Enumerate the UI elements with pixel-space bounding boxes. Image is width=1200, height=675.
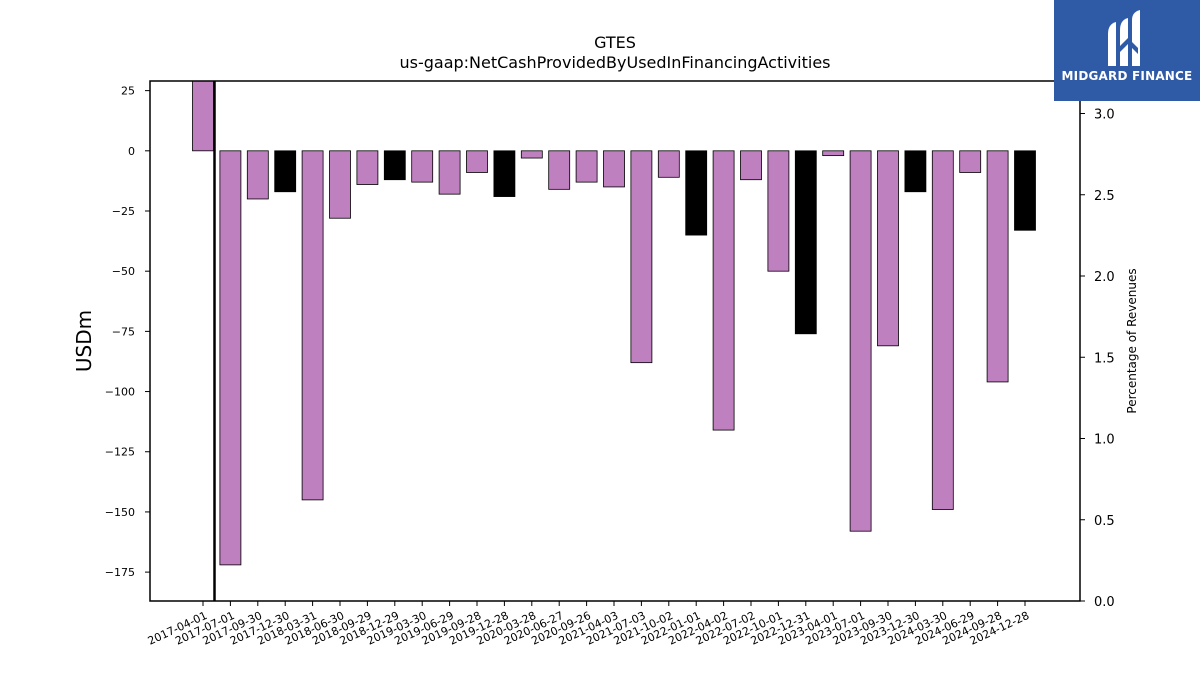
y-tick-label: −50 [112, 265, 135, 278]
y2-tick-label: 2.0 [1094, 270, 1115, 285]
bar-2022-07-02 [740, 150, 762, 181]
bar-2018-03-31 [301, 150, 324, 501]
bar-2022-01-01 [685, 150, 708, 236]
bar-2024-12-28 [1014, 150, 1036, 231]
bar-2019-06-29 [438, 150, 461, 195]
midgard-m-logo-icon [1108, 10, 1140, 66]
bar-2024-03-30 [931, 150, 954, 510]
bar-2022-04-02 [712, 150, 735, 431]
bar-2023-07-01 [849, 150, 872, 532]
y2-axis: 3.0 2.5 2.0 1.5 1.0 0.5 0.0 [1080, 108, 1115, 610]
bar-2024-09-28 [986, 150, 1009, 383]
y2-axis-label: Percentage of Revenues [1125, 268, 1139, 413]
y2-tick-label: 0.0 [1094, 595, 1115, 610]
y2-tick-label: 1.5 [1094, 351, 1115, 366]
bar-2021-07-03 [630, 150, 653, 364]
plot-frame [149, 80, 1081, 602]
bar-2018-12-29 [383, 150, 406, 181]
bar-2017-09-30 [246, 150, 269, 200]
bar-2023-04-01 [822, 150, 845, 157]
bar-2021-10-02 [657, 150, 680, 178]
y-tick-label: −125 [105, 446, 135, 459]
bar-2018-09-29 [356, 150, 379, 185]
y-axis: 25 0 −25 −50 −75 −100 −125 −150 −175 [105, 85, 150, 579]
bar-2017-07-01 [219, 150, 242, 566]
bar-2019-09-28 [466, 150, 488, 173]
y2-tick-label: 1.0 [1094, 433, 1115, 448]
chart-subtitle: us-gaap:NetCashProvidedByUsedInFinancing… [399, 53, 830, 72]
brand-logo: MIDGARD FINANCE [1054, 0, 1200, 101]
bar-2023-12-30 [904, 150, 927, 193]
bar-2019-12-28 [493, 150, 516, 197]
y2-tick-label: 2.5 [1094, 189, 1115, 204]
y-tick-label: 25 [121, 85, 135, 98]
bar-2019-03-30 [411, 150, 434, 183]
y-tick-label: −75 [112, 325, 135, 338]
bar-2022-10-01 [767, 150, 790, 272]
y-tick-label: −100 [105, 386, 135, 399]
x-axis: 2017-04-012017-07-012017-09-302017-12-30… [146, 601, 1031, 648]
y-tick-label: 0 [128, 145, 135, 158]
y-axis-label: USDm [72, 310, 96, 372]
bars-group [192, 80, 1036, 601]
chart-title: GTES [594, 33, 636, 52]
bar-2018-06-30 [329, 150, 351, 219]
bar-2021-04-03 [603, 150, 625, 188]
bar-2017-04-01 [192, 80, 214, 152]
bar-2020-03-28 [520, 150, 543, 159]
bar-2024-06-29 [959, 150, 982, 173]
y-tick-label: −150 [105, 506, 135, 519]
y-tick-label: −175 [105, 566, 135, 579]
bar-2020-06-27 [548, 150, 571, 190]
brand-name: MIDGARD FINANCE [1061, 69, 1193, 83]
y2-tick-label: 0.5 [1094, 514, 1115, 529]
bar-2017-12-30 [274, 150, 297, 193]
bar-2020-09-26 [575, 150, 598, 183]
y2-tick-label: 3.0 [1094, 108, 1115, 123]
bar-2023-09-30 [877, 150, 899, 347]
y-tick-label: −25 [112, 205, 135, 218]
bar-2022-12-31 [794, 150, 817, 335]
